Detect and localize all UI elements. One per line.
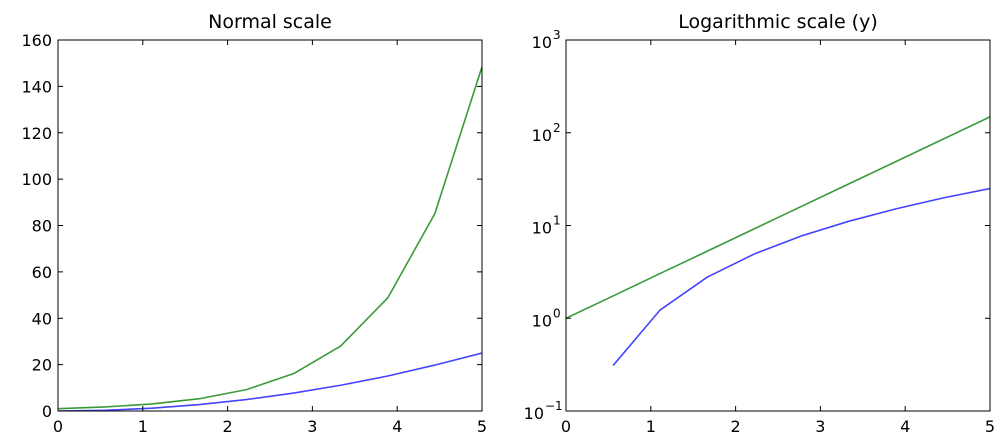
y-tick-label: 160: [21, 31, 52, 50]
x-tick-label: 3: [307, 417, 317, 436]
y-tick-exponent: 2: [553, 121, 561, 135]
x-tick-label: 2: [223, 417, 233, 436]
axes-frame: [57, 39, 483, 412]
x-tick-label: 4: [392, 417, 402, 436]
y-tick-label: 10: [532, 126, 552, 145]
series-group: [566, 116, 990, 366]
y-tick-label: 140: [21, 77, 52, 96]
y-tick-label: 20: [32, 356, 52, 375]
axes-frame: [565, 39, 991, 412]
y-tick-label: 10: [532, 33, 552, 52]
x-tick-label: 4: [900, 417, 910, 436]
series-line-1: [58, 352, 482, 411]
y-tick-label: 80: [32, 217, 52, 236]
chart-title: Normal scale: [208, 11, 332, 33]
y-tick-exponent: 0: [553, 306, 561, 320]
x-tick-label: 1: [646, 417, 656, 436]
y-tick-exponent: 3: [553, 28, 561, 42]
x-tick-label: 3: [815, 417, 825, 436]
y-tick-exponent: −1: [545, 399, 563, 413]
y-tick-label: 100: [21, 170, 52, 189]
x-tick-label: 0: [561, 417, 571, 436]
x-tick-label: 1: [138, 417, 148, 436]
series-group: [58, 66, 482, 411]
y-tick-label: 0: [42, 402, 52, 421]
y-tick-label: 10: [532, 311, 552, 330]
x-tick-label: 5: [477, 417, 487, 436]
x-tick-label: 0: [53, 417, 63, 436]
chart-title: Logarithmic scale (y): [678, 11, 878, 33]
y-tick-label: 40: [32, 309, 52, 328]
y-tick-label: 10: [524, 404, 544, 423]
y-tick-label: 120: [21, 124, 52, 143]
y-tick-label: 10: [532, 219, 552, 238]
x-tick-label: 5: [985, 417, 995, 436]
chart-1: 0 1 2 3 4 5 0 20 40 60 80 100 120 140 160 Normal scale: [21, 11, 487, 436]
series-line-2: [566, 116, 990, 319]
y-tick-exponent: 1: [553, 214, 561, 228]
y-tick-label: 60: [32, 263, 52, 282]
series-line-1: [612, 187, 990, 366]
x-tick-label: 2: [731, 417, 741, 436]
series-line-2: [58, 66, 482, 410]
